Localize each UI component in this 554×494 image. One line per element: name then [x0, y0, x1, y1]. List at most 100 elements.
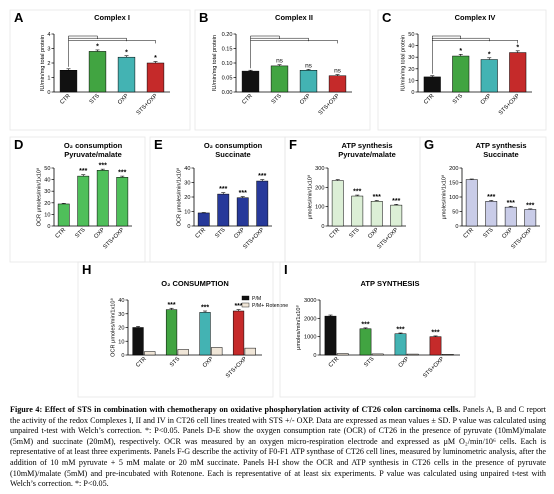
- bar: [77, 175, 90, 227]
- y-tick-label: 20: [44, 201, 50, 207]
- y-tick-label: 100: [315, 205, 324, 211]
- bar-series1: [324, 315, 337, 356]
- significance-label: ***: [79, 168, 87, 175]
- x-tick-label: STS+OXP: [136, 93, 159, 116]
- panel-frame: [194, 9, 371, 131]
- caption-bold: Figure 4: Effect of STS in combination w…: [10, 405, 461, 414]
- panel-b: B Complex II 0.00 0.05 0.10 0.15 0.20 IU/min/mg…: [194, 9, 371, 131]
- y-tick-label: 0: [313, 353, 316, 359]
- y-tick-label: 0: [455, 224, 458, 230]
- bar-series1: [232, 310, 245, 356]
- chart-title: ATP SYNTHESIS: [361, 279, 420, 288]
- significance-label: ***: [396, 327, 404, 334]
- bar: [351, 195, 364, 227]
- y-tick-label: 40: [44, 178, 50, 184]
- bar: [236, 197, 249, 227]
- significance-label: ***: [167, 302, 175, 309]
- y-tick-label: 0: [47, 90, 50, 96]
- significance-label: *: [516, 44, 519, 51]
- x-tick-label: STS+OXP: [422, 356, 445, 379]
- panel-letter: H: [82, 262, 91, 277]
- x-tick-label: OXP: [117, 93, 130, 106]
- x-tick-label: CTR: [194, 227, 207, 240]
- chart-title: Complex II: [275, 13, 313, 22]
- y-tick-label: 2000: [304, 316, 316, 322]
- significance-label: ***: [431, 329, 439, 336]
- x-tick-label: STS: [214, 227, 226, 239]
- significance-label: ***: [392, 198, 400, 205]
- bar-series1: [429, 336, 442, 356]
- y-tick-label: 100: [449, 195, 458, 201]
- bar: [270, 65, 289, 93]
- significance-label: ns: [334, 68, 342, 75]
- chart-title: ATP synthesis: [476, 141, 527, 150]
- x-tick-label: STS+OXP: [225, 356, 248, 379]
- x-tick-label: OXP: [93, 227, 106, 240]
- y-axis-label: OCR μmoles/min/1x10⁸: [176, 167, 183, 226]
- significance-label: *: [459, 48, 462, 55]
- bar-series2: [406, 353, 419, 356]
- significance-label: ***: [99, 163, 107, 170]
- x-tick-label: STS+OXP: [510, 227, 533, 250]
- legend-label: P/M+ Rotenone: [252, 303, 288, 309]
- x-tick-label: OXP: [480, 93, 493, 106]
- x-tick-label: STS+OXP: [376, 227, 399, 250]
- significance-label: ns: [276, 58, 284, 65]
- y-tick-label: 30: [44, 189, 50, 195]
- caption-text: Panels A, B and C report the activity of…: [10, 405, 546, 489]
- bar: [370, 201, 383, 227]
- significance-label: ***: [507, 200, 515, 207]
- bar-series2: [336, 353, 349, 356]
- bar: [241, 70, 260, 93]
- panel-letter: D: [14, 137, 23, 152]
- bar-series2: [177, 349, 189, 356]
- x-tick-label: CTR: [135, 356, 148, 369]
- x-tick-label: STS: [74, 227, 86, 239]
- x-tick-label: CTR: [241, 93, 254, 106]
- panel-letter: B: [199, 10, 208, 25]
- x-tick-label: STS: [169, 356, 181, 368]
- panel-frame: [377, 9, 547, 131]
- y-tick-label: 10: [44, 212, 50, 218]
- y-tick-label: 1000: [304, 335, 316, 341]
- x-tick-label: STS: [452, 93, 464, 105]
- chart-title: O₂ consumption: [204, 141, 263, 150]
- chart-subtitle: Succinate: [483, 150, 518, 159]
- panel-letter: A: [14, 10, 24, 25]
- bar: [96, 170, 109, 227]
- bar-series2: [244, 347, 256, 356]
- significance-label: *: [154, 55, 157, 62]
- bar: [423, 76, 441, 93]
- y-tick-label: 30: [408, 55, 414, 61]
- panel-frame: [9, 136, 146, 263]
- y-tick-label: 20: [118, 326, 124, 332]
- panel-letter: C: [382, 10, 392, 25]
- x-tick-label: CTR: [423, 93, 436, 106]
- chart-title: O₂ CONSUMPTION: [161, 279, 229, 288]
- y-tick-label: 0: [411, 90, 414, 96]
- bar: [146, 62, 165, 93]
- y-tick-label: 40: [408, 44, 414, 50]
- chart-title: ATP synthesis: [342, 141, 393, 150]
- bar-series1: [199, 312, 211, 356]
- legend-label: P/M: [252, 296, 261, 302]
- y-tick-label: 2: [47, 61, 50, 67]
- y-tick-label: 30: [118, 312, 124, 318]
- bar: [485, 201, 498, 227]
- panel-frame: [77, 261, 274, 398]
- y-tick-label: 200: [449, 166, 458, 172]
- bar: [117, 56, 136, 93]
- bar-series2: [144, 351, 156, 356]
- panel-letter: I: [284, 262, 288, 277]
- bar: [509, 52, 527, 93]
- significance-label: ns: [305, 62, 313, 69]
- y-tick-label: 0: [47, 224, 50, 230]
- y-tick-label: 3000: [304, 298, 316, 304]
- y-tick-label: 0.05: [222, 76, 233, 82]
- x-tick-label: STS: [363, 356, 375, 368]
- figure-caption: Figure 4: Effect of STS in combination w…: [10, 405, 546, 490]
- bar: [256, 180, 269, 227]
